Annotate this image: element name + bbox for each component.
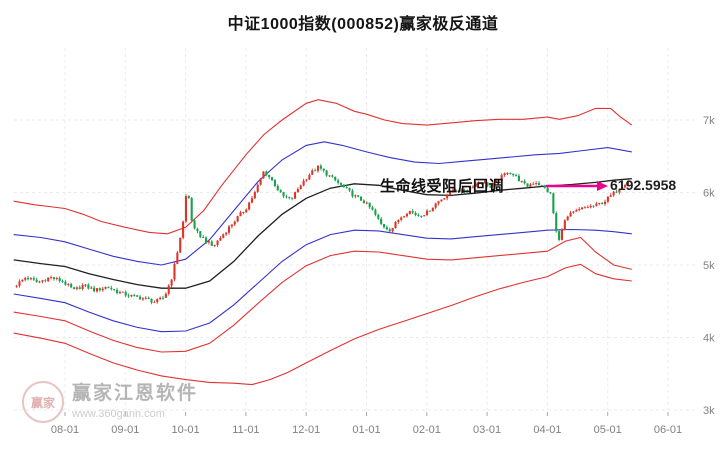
svg-text:01-01: 01-01 [352,424,380,436]
channel-line-lifeline-black [13,178,632,289]
channel-line-upper-blue [13,141,632,266]
svg-text:3k: 3k [703,405,715,417]
svg-text:12-01: 12-01 [292,424,320,436]
svg-text:04-01: 04-01 [533,424,561,436]
watermark: 赢家 赢家江恩软件 www.360gann.com [22,381,198,423]
svg-text:09-01: 09-01 [111,424,139,436]
svg-text:02-01: 02-01 [413,424,441,436]
svg-text:5k: 5k [703,260,715,272]
watermark-url: www.360gann.com [72,408,165,420]
channel-line-outer-lower-red [13,263,632,386]
brand-logo-icon: 赢家 [22,381,64,423]
svg-text:7k: 7k [703,115,715,127]
price-label: 6192.5958 [610,177,677,193]
svg-text:11-01: 11-01 [232,424,259,436]
axes: 7k 6k 5k 4k 3k 08-01 09-01 10-01 11-01 12-01 01-01… [51,115,715,436]
candles-group [15,164,630,305]
grid [14,48,698,411]
svg-text:06-01: 06-01 [654,424,682,436]
channel-line-lower-red [13,236,632,353]
svg-text:10-01: 10-01 [172,424,200,436]
svg-text:05-01: 05-01 [594,424,622,436]
channel-line-lower-blue [13,228,632,333]
chart-title: 中证1000指数(000852)赢家极反通道 [227,16,499,33]
svg-text:4k: 4k [703,333,715,345]
price-arrow [546,181,608,191]
channel-lines [13,99,633,386]
svg-text:08-01: 08-01 [51,424,79,436]
annotation-label: 生命线受阻后回调 [380,178,505,195]
channel-line-outer-upper-red [13,99,633,235]
watermark-brand: 赢家江恩软件 [72,383,199,404]
svg-text:6k: 6k [703,188,715,200]
svg-text:03-01: 03-01 [473,424,501,436]
